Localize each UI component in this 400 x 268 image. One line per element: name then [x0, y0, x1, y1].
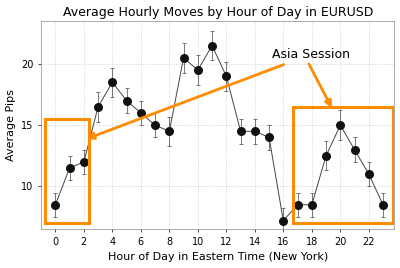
- X-axis label: Hour of Day in Eastern Time (New York): Hour of Day in Eastern Time (New York): [108, 252, 328, 262]
- Point: [95, 105, 101, 109]
- Point: [209, 43, 215, 48]
- Bar: [45, 119, 89, 223]
- Text: Asia Session: Asia Session: [89, 48, 350, 139]
- Point: [152, 123, 158, 127]
- Title: Average Hourly Moves by Hour of Day in EURUSD: Average Hourly Moves by Hour of Day in E…: [62, 6, 373, 18]
- Point: [366, 172, 372, 176]
- Point: [166, 129, 172, 133]
- Point: [180, 56, 187, 60]
- Point: [252, 129, 258, 133]
- Y-axis label: Average Pips: Average Pips: [6, 89, 16, 161]
- Point: [280, 218, 286, 223]
- Point: [223, 74, 230, 78]
- Point: [380, 203, 386, 207]
- Point: [237, 129, 244, 133]
- Bar: [293, 107, 393, 223]
- Point: [337, 123, 344, 127]
- Point: [81, 160, 87, 164]
- Point: [52, 203, 58, 207]
- Point: [195, 68, 201, 72]
- Point: [109, 80, 116, 84]
- Point: [309, 203, 315, 207]
- Point: [294, 203, 301, 207]
- Point: [124, 99, 130, 103]
- Point: [66, 166, 73, 170]
- Point: [266, 135, 272, 140]
- Point: [138, 111, 144, 115]
- Point: [351, 147, 358, 152]
- Point: [323, 154, 329, 158]
